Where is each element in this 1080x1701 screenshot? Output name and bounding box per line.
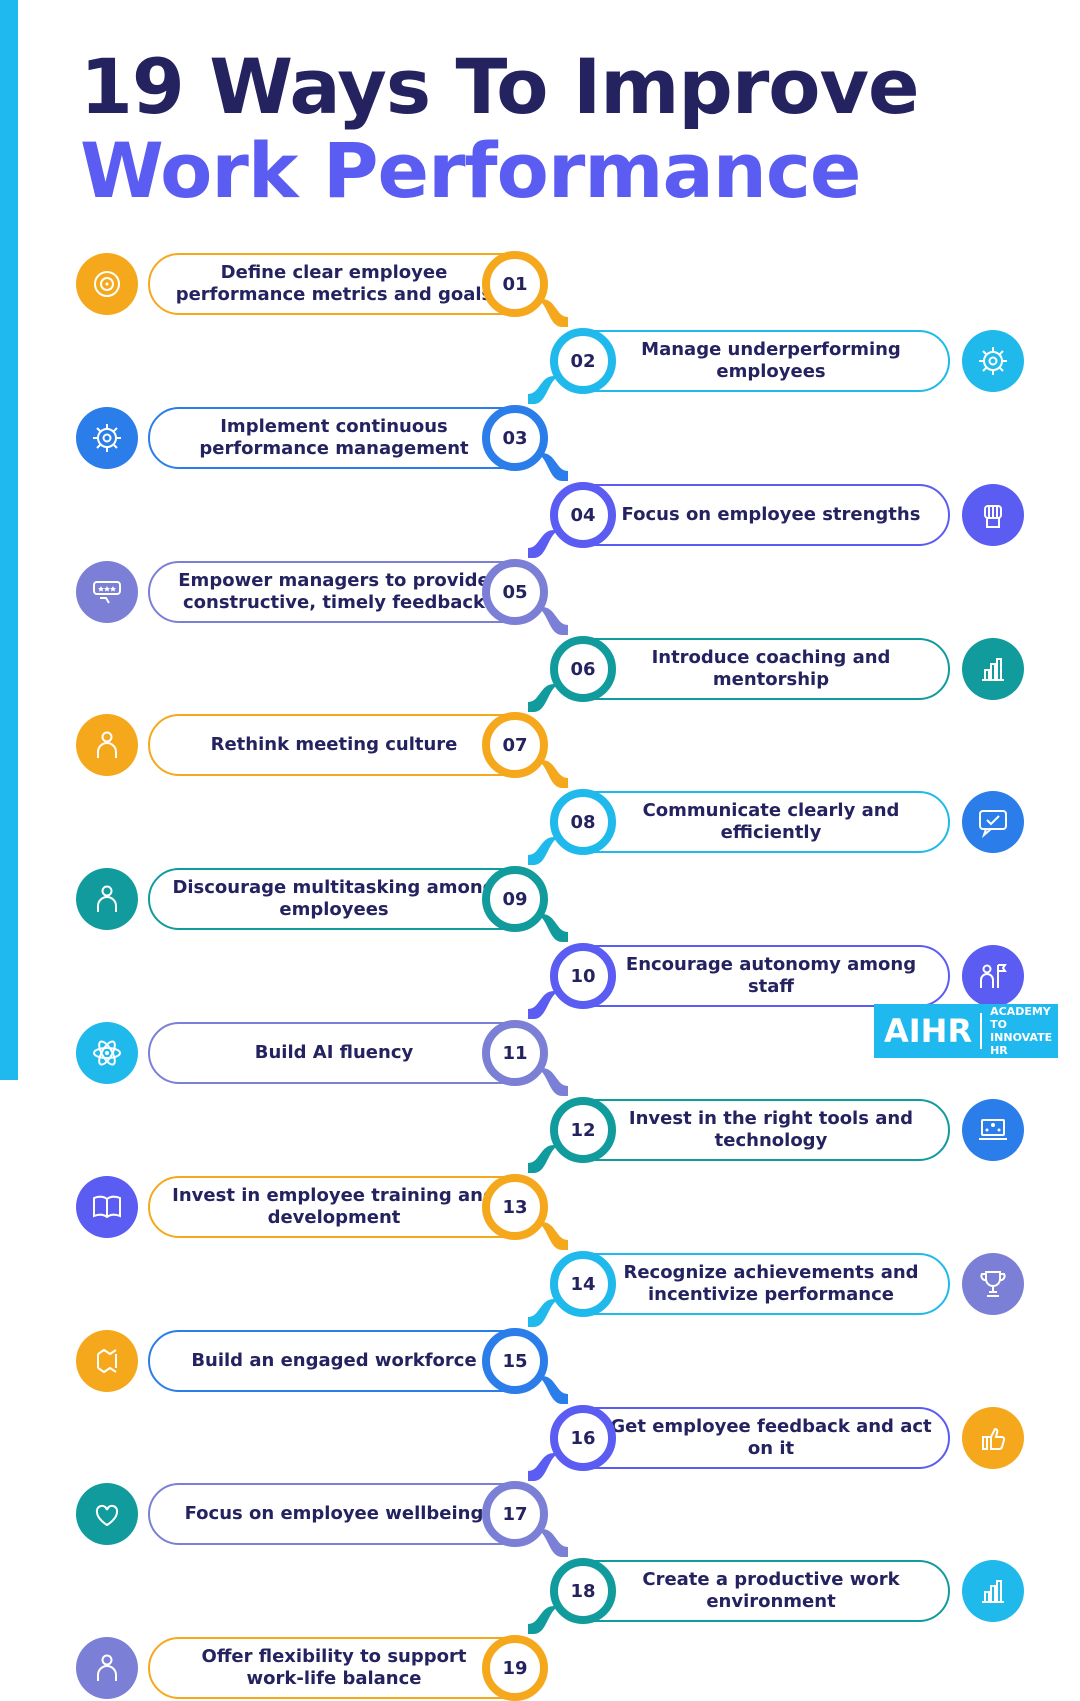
connector-ribbon [528,991,562,1019]
way-number-badge: 11 [482,1020,548,1086]
thumbs-up-cycle-icon [962,1407,1024,1469]
way-number-badge: 18 [550,1558,616,1624]
way-number-badge: 01 [482,251,548,317]
multitask-person-icon [76,868,138,930]
way-number-badge: 07 [482,712,548,778]
way-text: Rethink meeting culture [148,714,546,776]
logo-wordmark: AIHR [874,1013,983,1049]
way-text: Build AI fluency [148,1022,546,1084]
connector-ribbon [528,530,562,558]
connector-ribbon [534,453,568,481]
way-number-badge: 12 [550,1097,616,1163]
connector-ribbon [534,607,568,635]
chat-check-icon [962,791,1024,853]
connector-ribbon [528,684,562,712]
hands-together-icon [76,1330,138,1392]
way-number-badge: 02 [550,328,616,394]
connector-ribbon [534,914,568,942]
title-line-2: Work Performance [80,126,861,215]
left-accent-stripe [0,0,18,1080]
way-number-badge: 14 [550,1251,616,1317]
hand-chart-icon [962,1560,1024,1622]
way-text: Define clear employee performance metric… [148,253,546,315]
way-text: Communicate clearly and efficiently [552,791,950,853]
way-number-badge: 06 [550,636,616,702]
laptop-network-icon [962,1099,1024,1161]
way-text: Empower managers to provide constructive… [148,561,546,623]
coaching-stairs-icon [962,638,1024,700]
rating-feedback-icon [76,561,138,623]
way-text: Introduce coaching and mentorship [552,638,950,700]
gear-person-icon [962,330,1024,392]
fist-icon [962,484,1024,546]
way-text: Encourage autonomy among staff [552,945,950,1007]
trophy-icon [962,1253,1024,1315]
way-text: Manage underperforming employees [552,330,950,392]
flexibility-person-icon [76,1637,138,1699]
connector-ribbon [534,760,568,788]
way-text: Implement continuous performance managem… [148,407,546,469]
person-flag-icon [962,945,1024,1007]
book-icon [76,1176,138,1238]
way-number-badge: 09 [482,866,548,932]
connector-ribbon [528,837,562,865]
way-number-badge: 19 [482,1635,548,1701]
way-number-badge: 03 [482,405,548,471]
way-number-badge: 13 [482,1174,548,1240]
aihr-logo: AIHR ACADEMY TO INNOVATE HR [874,1004,1058,1058]
way-number-badge: 17 [482,1481,548,1547]
way-number-badge: 16 [550,1405,616,1471]
way-text: Discourage multitasking among employees [148,868,546,930]
way-text: Focus on employee strengths [552,484,950,546]
meeting-table-icon [76,714,138,776]
logo-tagline: ACADEMY TO INNOVATE HR [990,1005,1053,1057]
way-number-badge: 10 [550,943,616,1009]
atom-icon [76,1022,138,1084]
way-number-badge: 05 [482,559,548,625]
way-number-badge: 15 [482,1328,548,1394]
way-number-badge: 04 [550,482,616,548]
target-icon [76,253,138,315]
way-number-badge: 08 [550,789,616,855]
connector-ribbon [528,376,562,404]
title-line-1: 19 Ways To Improve [80,42,920,131]
gear-chart-icon [76,407,138,469]
heart-hands-icon [76,1483,138,1545]
connector-ribbon [534,299,568,327]
